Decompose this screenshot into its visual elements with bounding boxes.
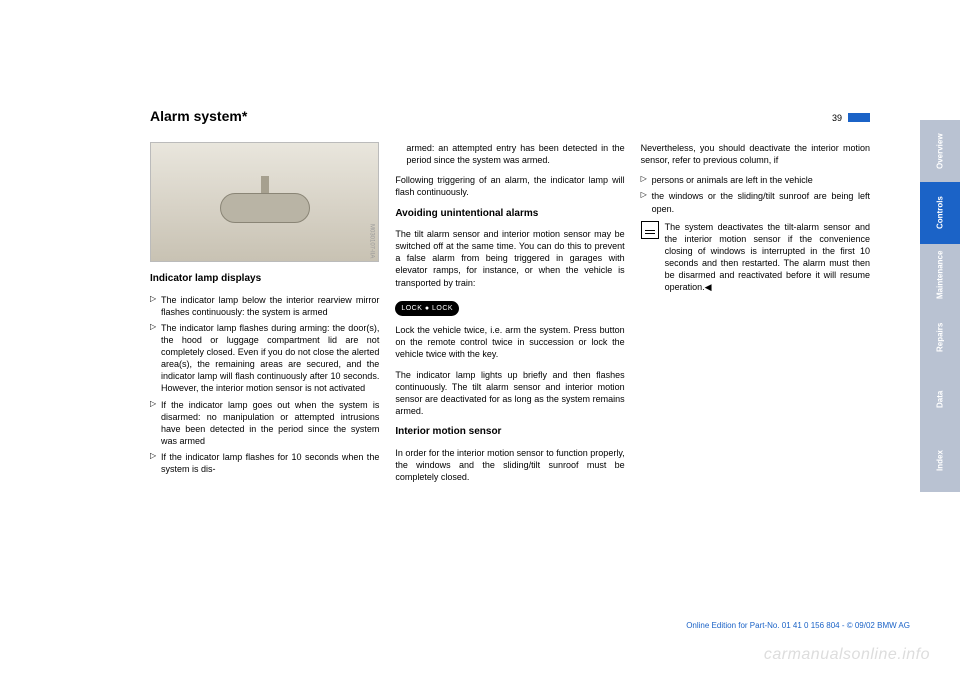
mirror-shape bbox=[220, 193, 310, 223]
list-item: The indicator lamp below the interior re… bbox=[150, 294, 379, 318]
footer-edition: Online Edition for Part-No. 01 41 0 156 … bbox=[686, 621, 910, 630]
subhead-avoiding-alarms: Avoiding unintentional alarms bbox=[395, 207, 624, 221]
info-icon bbox=[641, 221, 659, 239]
header-row: Alarm system* 39 bbox=[150, 108, 870, 124]
paragraph: The indicator lamp lights up briefly and… bbox=[395, 369, 624, 418]
continuation-text: armed: an attempted entry has been detec… bbox=[395, 142, 624, 166]
col1-bullets: The indicator lamp below the interior re… bbox=[150, 294, 379, 476]
figure-code: M030107-IIA bbox=[367, 224, 375, 258]
watermark: carmanualsonline.info bbox=[764, 646, 930, 664]
tab-data[interactable]: Data bbox=[920, 368, 960, 430]
header-accent-bar bbox=[848, 113, 870, 122]
column-3: Nevertheless, you should deactivate the … bbox=[641, 142, 870, 491]
page-title: Alarm system* bbox=[150, 108, 832, 124]
subhead-indicator-lamp: Indicator lamp displays bbox=[150, 272, 379, 286]
tab-index[interactable]: Index bbox=[920, 430, 960, 492]
note-block: The system deactivates the tilt-alarm se… bbox=[641, 221, 870, 294]
list-item: If the indicator lamp goes out when the … bbox=[150, 399, 379, 448]
tab-repairs[interactable]: Repairs bbox=[920, 306, 960, 368]
column-1: M030107-IIA Indicator lamp displays The … bbox=[150, 142, 379, 491]
list-item: persons or animals are left in the vehic… bbox=[641, 174, 870, 186]
col3-bullets: persons or animals are left in the vehic… bbox=[641, 174, 870, 214]
subhead-interior-motion: Interior motion sensor bbox=[395, 425, 624, 439]
list-item: the windows or the sliding/tilt sunroof … bbox=[641, 190, 870, 214]
tab-maintenance[interactable]: Maintenance bbox=[920, 244, 960, 306]
text-columns: M030107-IIA Indicator lamp displays The … bbox=[150, 142, 870, 491]
paragraph: Lock the vehicle twice, i.e. arm the sys… bbox=[395, 324, 624, 360]
side-tabs: Overview Controls Maintenance Repairs Da… bbox=[920, 120, 960, 492]
tab-overview[interactable]: Overview bbox=[920, 120, 960, 182]
paragraph: Nevertheless, you should deactivate the … bbox=[641, 142, 870, 166]
paragraph: Following triggering of an alarm, the in… bbox=[395, 174, 624, 198]
column-2: armed: an attempted entry has been detec… bbox=[395, 142, 624, 491]
page-number: 39 bbox=[832, 113, 842, 123]
paragraph: The tilt alarm sensor and interior motio… bbox=[395, 228, 624, 289]
list-item: If the indicator lamp flashes for 10 sec… bbox=[150, 451, 379, 475]
figure-mirror: M030107-IIA bbox=[150, 142, 379, 262]
lock-lock-icon: LOCK ● LOCK bbox=[395, 301, 459, 316]
paragraph: In order for the interior motion sensor … bbox=[395, 447, 624, 483]
tab-controls[interactable]: Controls bbox=[920, 182, 960, 244]
note-text: The system deactivates the tilt-alarm se… bbox=[665, 221, 870, 294]
list-item: The indicator lamp flashes during arming… bbox=[150, 322, 379, 395]
page-content: Alarm system* 39 M030107-IIA Indicator l… bbox=[150, 108, 870, 608]
